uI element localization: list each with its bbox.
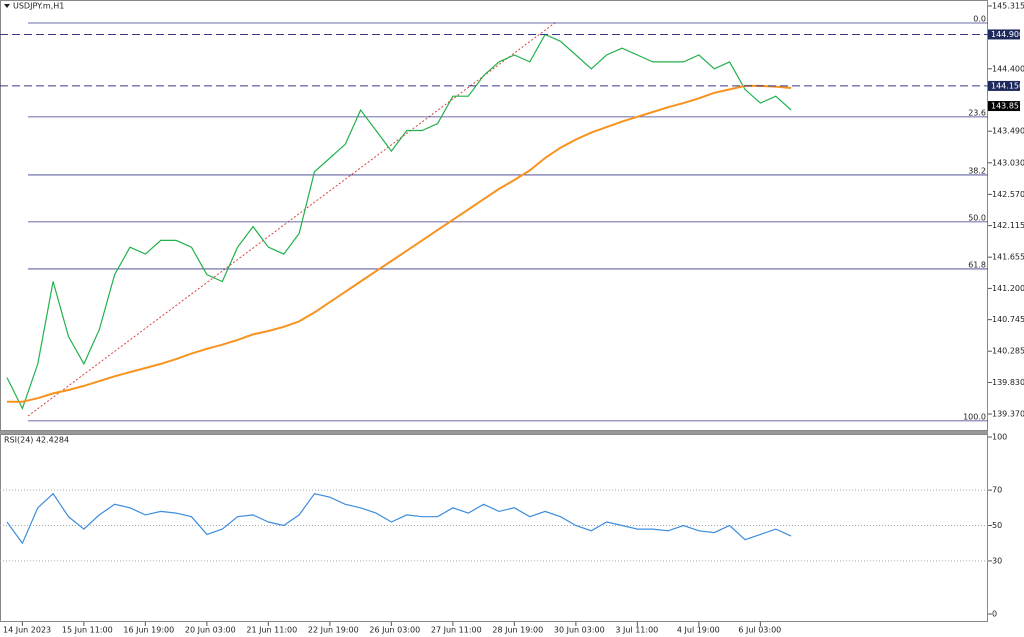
rsi-tick-label: 0: [992, 610, 997, 619]
x-tick-label: 21 Jun 11:00: [246, 626, 297, 635]
chart-title: USDJPY.m,H1: [13, 2, 64, 11]
hline-box: [988, 80, 1020, 91]
price-line: [7, 84, 792, 403]
rsi-title: RSI(24) 42.4284: [4, 436, 69, 445]
fib-label: 50.0: [968, 213, 986, 222]
rsi-tick-label: 100: [992, 433, 1007, 442]
rsi-line: [6, 492, 792, 545]
price-panel: [0, 0, 988, 431]
fib-label: 38.2: [968, 166, 986, 175]
x-tick-label: 20 Jun 03:00: [185, 626, 236, 635]
hline-box: [988, 29, 1020, 40]
x-tick-label: 14 Jun 2023: [3, 626, 51, 635]
y-tick-label: 139.830: [992, 378, 1024, 387]
fib-label: 0.0: [973, 14, 986, 23]
y-tick-label: 142.570: [992, 190, 1024, 199]
fib-anchor-line: [27, 21, 557, 417]
y-tick-label: 143.490: [992, 127, 1024, 136]
x-tick-label: 3 Jul 11:00: [615, 626, 658, 635]
x-tick-label: 22 Jun 19:00: [308, 626, 359, 635]
rsi-tick-label: 70: [992, 486, 1002, 495]
x-tick-label: 30 Jun 03:00: [554, 626, 605, 635]
fib-label: 61.8: [968, 260, 986, 269]
y-tick-label: 141.200: [992, 284, 1024, 293]
x-tick-label: 15 Jun 11:00: [62, 626, 113, 635]
x-tick-label: 27 Jun 11:00: [431, 626, 482, 635]
rsi-tick-label: 30: [992, 556, 1002, 565]
panel-separator: [0, 431, 988, 434]
y-tick-label: 142.115: [992, 221, 1024, 230]
hline-label: 144.150: [991, 81, 1024, 90]
x-tick-label: 28 Jun 19:00: [492, 626, 543, 635]
y-tick-label: 140.745: [992, 315, 1024, 324]
fib-label: 23.6: [968, 108, 986, 117]
y-tick-label: 144.400: [992, 64, 1024, 73]
menu-icon[interactable]: [4, 4, 10, 8]
rsi-tick-label: 50: [992, 521, 1002, 530]
fib-label: 100.0: [963, 412, 986, 421]
current-price-box: [988, 101, 1020, 112]
y-tick-label: 141.655: [992, 253, 1024, 262]
y-tick-label: 143.030: [992, 158, 1024, 167]
x-tick-label: 6 Jul 03:00: [738, 626, 781, 635]
current-price-label: 143.857: [991, 102, 1024, 111]
x-tick-label: 4 Jul 19:00: [677, 626, 720, 635]
y-tick-label: 140.285: [992, 347, 1024, 356]
x-tick-label: 16 Jun 19:00: [123, 626, 174, 635]
x-tick-label: 26 Jun 03:00: [369, 626, 420, 635]
y-tick-label: 145.315: [992, 1, 1024, 10]
hline-label: 144.900: [991, 30, 1024, 39]
rsi-panel: [0, 434, 988, 622]
price-line: [6, 33, 792, 411]
y-tick-label: 139.370: [992, 410, 1024, 419]
